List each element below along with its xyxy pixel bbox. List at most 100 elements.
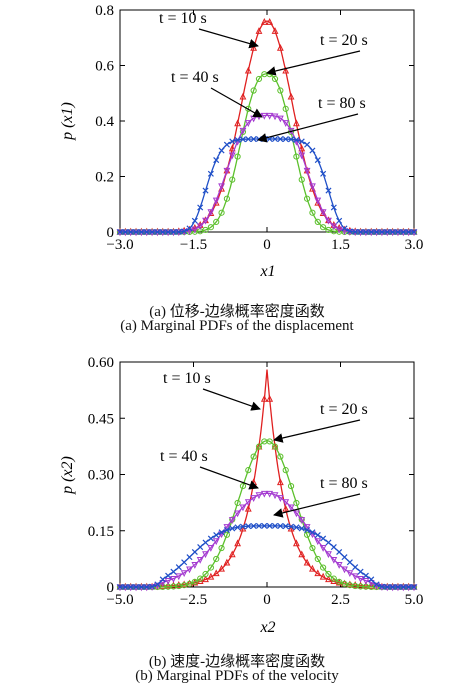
data-point — [346, 228, 353, 235]
y-tick-label: 0.60 — [88, 355, 114, 371]
data-point — [314, 538, 322, 546]
data-point — [341, 554, 348, 561]
data-point — [282, 467, 289, 474]
data-point — [352, 228, 359, 235]
data-point — [244, 499, 252, 507]
data-point — [357, 228, 364, 236]
data-point — [303, 531, 311, 538]
data-point — [170, 581, 177, 589]
data-point — [298, 525, 305, 532]
data-point — [175, 581, 183, 588]
annotation-arrow — [257, 113, 359, 143]
data-point — [159, 228, 166, 236]
annotation-label: t = 20 s — [320, 32, 368, 49]
data-point — [250, 453, 257, 460]
data-point — [255, 443, 263, 450]
data-point — [373, 228, 380, 236]
data-point — [309, 209, 316, 216]
data-point — [346, 570, 354, 578]
data-point — [229, 525, 236, 532]
x-tick-label: 5.0 — [405, 592, 424, 608]
data-point — [293, 524, 300, 531]
data-point — [239, 92, 247, 100]
caption-a-english: (a) Marginal PDFs of the displacement — [120, 318, 354, 334]
y-tick-label: 0.6 — [95, 59, 114, 75]
data-point — [292, 119, 300, 127]
data-point — [378, 583, 385, 590]
series-t-10-s — [116, 18, 418, 235]
data-point — [400, 228, 407, 236]
data-point — [213, 532, 220, 539]
data-point — [186, 554, 193, 561]
data-point — [298, 176, 305, 183]
data-point — [276, 43, 284, 51]
data-point — [149, 583, 156, 590]
data-point — [244, 120, 252, 127]
x-tick-label: 3.0 — [405, 237, 424, 253]
data-point — [367, 582, 375, 589]
annotation-arrow — [202, 388, 261, 411]
series-line — [120, 492, 414, 588]
data-point — [207, 209, 215, 217]
data-point — [213, 218, 220, 225]
data-point — [266, 394, 274, 402]
data-point — [282, 136, 289, 143]
data-point — [384, 228, 391, 236]
data-point — [271, 136, 279, 143]
data-point — [335, 223, 343, 231]
data-point — [229, 138, 236, 145]
data-point — [314, 555, 321, 563]
data-point — [244, 66, 252, 74]
data-point — [207, 535, 214, 542]
data-point — [218, 529, 225, 536]
data-point — [288, 136, 295, 143]
data-point — [325, 551, 332, 559]
data-point — [325, 217, 332, 225]
data-point — [255, 27, 263, 34]
annotation-arrow — [199, 466, 259, 490]
displacement-pdf-chart: −3.0 −1.5 0 1.5 3.0 0 0.2 0.4 0.6 0.8 x1 p (x1) t = … — [59, 3, 424, 280]
data-point — [351, 573, 359, 581]
data-point — [389, 228, 396, 236]
data-point — [234, 510, 242, 518]
data-point — [303, 524, 311, 531]
data-point — [293, 136, 300, 143]
data-point — [276, 115, 284, 123]
data-point — [122, 583, 129, 591]
data-point — [143, 583, 150, 591]
data-point — [202, 187, 209, 194]
data-point — [191, 226, 199, 234]
data-point — [175, 564, 182, 571]
data-point — [303, 195, 311, 202]
data-point — [276, 478, 284, 486]
data-point — [229, 176, 236, 183]
data-point — [335, 562, 343, 569]
data-point — [287, 482, 295, 490]
data-point — [164, 578, 172, 585]
annotation-label: t = 80 s — [320, 475, 368, 492]
data-point — [159, 582, 167, 589]
data-point — [228, 144, 236, 152]
data-point — [250, 87, 257, 94]
data-point — [320, 224, 327, 231]
data-point — [250, 495, 258, 502]
data-point — [186, 566, 193, 574]
data-point — [218, 183, 225, 191]
data-point — [191, 562, 199, 569]
data-point — [127, 228, 134, 236]
data-point — [186, 225, 193, 232]
x-tick-label: 0 — [263, 237, 271, 253]
data-point — [255, 75, 263, 83]
caption-b-chinese: (b) 速度-边缘概率密度函数 — [148, 654, 326, 670]
data-point — [309, 564, 316, 572]
data-point — [202, 570, 209, 578]
data-point — [218, 544, 225, 552]
data-point — [325, 539, 332, 546]
data-point — [357, 568, 364, 575]
data-point — [389, 583, 396, 591]
x-tick-label: −1.5 — [180, 237, 207, 253]
data-point — [352, 564, 359, 571]
data-point — [260, 490, 268, 498]
data-point — [133, 583, 140, 591]
y-axis-label: p (x2) — [59, 456, 76, 495]
